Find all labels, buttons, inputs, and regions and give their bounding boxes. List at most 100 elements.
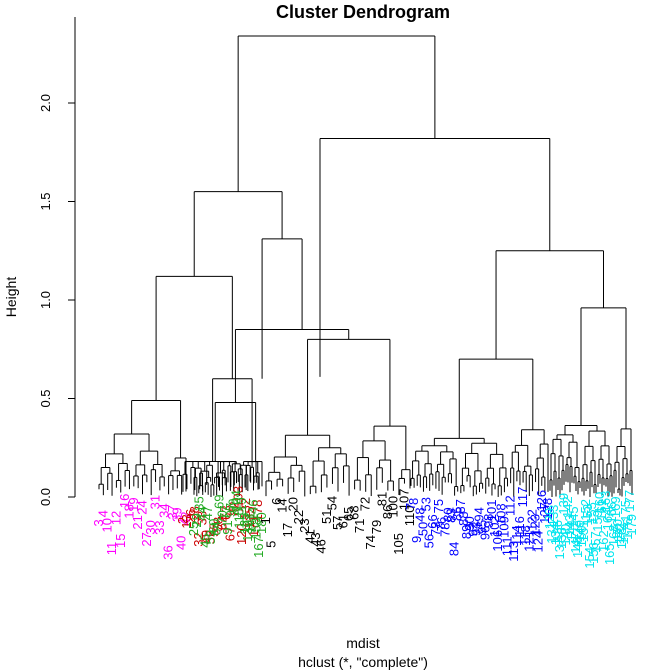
leaf-label: 117 — [515, 487, 530, 508]
leaf-label: 31 — [148, 495, 163, 509]
leaf-label: 82 — [226, 501, 241, 515]
leaf-label: 75 — [431, 499, 446, 513]
leaf-label: 122 — [524, 509, 539, 531]
leaf-label: 137 — [552, 538, 567, 560]
leaf-label: 3 — [91, 519, 106, 526]
leaf-label: 136 — [550, 520, 565, 542]
leaf-label: 76 — [434, 517, 449, 531]
leaf-label: 114 — [509, 525, 524, 546]
x-axis-label: mdist — [346, 635, 380, 651]
leaf-label: 132 — [238, 498, 253, 520]
leaf-label: 48 — [412, 507, 427, 521]
leaf-label: 164 — [600, 509, 615, 531]
leaf-label: 6 — [269, 498, 284, 505]
leaf-label: 143 — [562, 514, 577, 536]
leaf-label: 94 — [472, 507, 487, 521]
leaf-label: 180 — [254, 512, 269, 534]
leaf-label: 34 — [156, 503, 171, 517]
leaf-label: 109 — [496, 516, 511, 538]
leaf-label: 151 — [576, 521, 591, 543]
leaf-label: 70 — [214, 510, 229, 524]
leaf-label: 138 — [554, 527, 569, 549]
leaf-label: 139 — [556, 493, 571, 515]
leaf-label: 121 — [521, 530, 536, 552]
leaf-label: 27 — [139, 532, 154, 546]
leaf-label: 103 — [230, 486, 245, 508]
leaf-label: 124 — [531, 531, 546, 553]
leaf-label: 77 — [217, 505, 232, 519]
leaf-label: 68 — [347, 505, 362, 519]
leaf-label: 126 — [534, 490, 549, 512]
leaf-label: 175 — [618, 500, 633, 522]
leaf-label: 120 — [234, 523, 249, 545]
leaf-label: 42 — [178, 511, 193, 525]
leaf-label: 83 — [443, 508, 458, 522]
leaf-label: 52 — [203, 530, 218, 544]
cluster-magenta — [98, 399, 187, 496]
leaf-label: 98 — [481, 514, 496, 528]
leaf-label: 156 — [586, 542, 601, 564]
leaf-label: 173 — [614, 528, 629, 550]
leaf-label: 170 — [610, 519, 625, 541]
leaf-label: 61 — [336, 514, 351, 528]
leaf-label: 125 — [237, 513, 252, 535]
leaf-label: 46 — [313, 539, 328, 553]
leaf-label: 177 — [622, 490, 637, 512]
leaf-label: 135 — [242, 506, 257, 528]
y-tick-label: 2.0 — [38, 94, 53, 112]
leaf-label: 131 — [544, 522, 559, 544]
leaf-label: 23 — [297, 518, 312, 532]
leaf-label: 128 — [540, 498, 555, 520]
leaf-label: 4 — [95, 510, 110, 517]
leaf-label: 57 — [330, 516, 345, 530]
leaf-label: 91 — [220, 520, 235, 534]
leaf-label: 20 — [286, 497, 301, 511]
leaf-label: 99 — [226, 498, 241, 512]
dendrogram-branches — [98, 35, 633, 497]
leaf-label: 11 — [104, 542, 119, 556]
leaf-label: 154 — [582, 547, 597, 569]
leaf-label: 79 — [369, 520, 384, 534]
cluster-black — [265, 338, 411, 497]
leaf-label: 148 — [570, 536, 585, 558]
leaf-label: 30 — [143, 520, 158, 534]
leaf-label: 36 — [161, 545, 176, 559]
leaf-label: 152 — [578, 499, 593, 521]
leaf-label: 54 — [324, 496, 339, 510]
leaf-label: 41 — [302, 529, 317, 543]
leaf-label: 161 — [594, 499, 609, 521]
leaf-label: 73 — [428, 522, 443, 536]
leaf-label: 176 — [620, 518, 635, 540]
leaf-label: 38 — [195, 511, 210, 525]
y-tick-label: 0.0 — [38, 488, 53, 506]
leaf-label: 163 — [598, 491, 613, 513]
leaf-label: 7 — [403, 503, 418, 510]
leaf-label: 59 — [203, 530, 218, 544]
leaf-label: 29 — [189, 513, 204, 527]
leaf-label: 101 — [484, 500, 499, 522]
leaf-label: 66 — [425, 514, 440, 528]
leaf-label: 110 — [402, 506, 417, 527]
leaf-label: 129 — [542, 508, 557, 530]
leaf-label: 60 — [206, 519, 221, 533]
leaf-label: 158 — [248, 518, 263, 540]
leaf-label: 172 — [612, 523, 627, 545]
leaf-label: 64 — [209, 521, 224, 535]
leaf-label: 88 — [456, 511, 471, 525]
leaf-label: 169 — [608, 496, 623, 518]
leaf-label: 97 — [223, 503, 238, 517]
leaf-label: 100 — [385, 496, 400, 518]
leaf-label: 89 — [459, 525, 474, 539]
leaf-label: 87 — [453, 499, 468, 513]
leaf-label: 146 — [246, 499, 261, 521]
leaf-label: 37 — [165, 505, 180, 519]
leaf-label: 96 — [478, 526, 493, 540]
leaf-label: 35 — [192, 496, 207, 510]
leaf-label: 145 — [566, 506, 581, 528]
leaf-label: 119 — [234, 497, 249, 518]
leaf-label: 25 — [186, 522, 201, 536]
leaf-label: 78 — [437, 522, 452, 536]
leaf-label: 28 — [187, 506, 202, 520]
leaf-label: 174 — [616, 523, 631, 545]
leaf-label: 53 — [419, 497, 434, 511]
